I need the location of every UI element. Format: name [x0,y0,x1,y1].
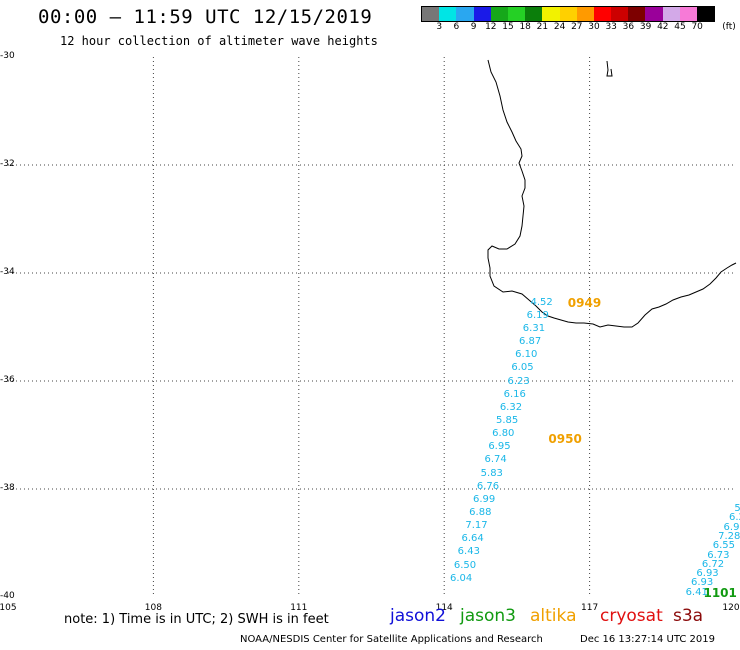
track-b-swh-label: 6.55 [712,540,735,552]
color-swatch-7 [542,7,560,21]
color-swatch-16 [697,7,715,21]
track-a-swh-label: 5.85 [495,415,519,427]
australia-coastline [487,59,737,328]
color-swatch-3 [473,7,491,21]
track-a-swh-label: 6.99 [473,493,496,505]
track-a-swh-label: 4.52 [530,296,553,308]
latitude-label: -38 [0,483,15,493]
legend-cryosat: cryosat [600,606,663,626]
color-tick-label: 33 [605,22,617,32]
color-tick-label: 36 [622,22,635,32]
units-note: note: 1) Time is in UTC; 2) SWH is in fe… [64,612,329,627]
color-swatch-15 [679,7,697,21]
longitude-label: 111 [290,603,308,613]
page-subtitle: 12 hour collection of altimeter wave hei… [60,34,378,48]
track-b-swh-label: 6.29 [728,512,740,524]
longitude-label: 114 [435,603,453,613]
track-a-swh-label: 6.32 [499,401,523,413]
track-a-swh-label: 6.16 [503,388,526,400]
track-a-swh-label: 6.31 [522,323,546,335]
track-a-swh-label: 6.87 [518,336,542,348]
footer-timestamp: Dec 16 13:27:14 UTC 2019 [580,634,715,645]
pass-time-label: 1101 [703,585,737,600]
track-b-swh-label: 6.93 [690,577,714,589]
latitude-label: -36 [0,375,15,385]
track-a-swh-label: 6.05 [511,362,534,374]
legend-jason2: jason2 [390,606,446,626]
pass-time-label: 0949 [567,295,602,310]
color-tick-label: 15 [502,22,514,32]
color-scale-bar [421,6,716,22]
track-a-swh-label: 6.88 [469,507,492,519]
track-b-swh-label: 6.41 [685,586,708,598]
track-b-swh-label: 6.90 [723,521,740,533]
latitude-label: -30 [0,51,15,61]
track-b-swh-label: 5.3 [734,503,740,515]
legend-altika: altika [530,606,577,626]
color-unit-label: (ft) [722,22,736,32]
track-a-swh-label: 6.80 [492,428,515,440]
track-a-swh-label: 6.19 [526,309,549,321]
longitude-label: 105 [0,603,17,613]
color-tick-label: 21 [536,22,549,32]
track-a-swh-label: 6.23 [507,375,530,387]
color-swatch-5 [507,7,526,21]
color-tick-label: 12 [485,22,497,32]
color-scale-ticks: 3 6 9 12 15 18 21 24 27 30 33 36 39 42 45 70 (ft) [421,22,740,34]
color-swatch-4 [490,7,508,21]
track-a-swh-label: 7.17 [465,520,488,532]
color-tick-label: 3 [436,22,443,32]
color-swatch-9 [576,7,594,21]
track-a-swh-label: 6.76 [476,480,500,492]
color-swatch-14 [662,7,680,21]
track-b-swh-label: 6.72 [701,558,725,570]
color-swatch-0 [422,7,440,21]
color-tick-label: 45 [674,22,686,32]
color-tick-label: 39 [639,22,652,32]
track-a-swh-label: 6.95 [488,441,511,453]
color-swatch-12 [628,7,646,21]
track-a-swh-label: 6.43 [457,546,480,558]
color-tick-label: 30 [588,22,600,32]
color-tick-label: 18 [519,22,531,32]
track-b-swh-label: 7.28 [718,531,740,543]
track-a-swh-label: 6.04 [450,572,473,584]
latitude-label: -34 [0,267,15,277]
track-a-swh-label: 5.83 [480,467,503,479]
longitude-label: 120 [722,603,740,613]
longitude-label: 108 [144,603,162,613]
color-swatch-6 [525,7,543,21]
legend-jason3: jason3 [460,606,516,626]
track-a-swh-label: 6.74 [484,454,507,466]
color-swatch-2 [456,7,474,21]
track-a-swh-label: 6.50 [453,559,477,571]
island-outline [606,60,613,77]
color-tick-label: 42 [657,22,669,32]
legend-s3a: s3a [673,606,704,626]
footer-credit: NOAA/NESDIS Center for Satellite Applica… [240,634,543,645]
color-tick-label: 70 [691,22,703,32]
latitude-label: -32 [0,159,15,169]
color-swatch-13 [645,7,663,21]
page-title: 00:00 – 11:59 UTC 12/15/2019 [38,6,373,28]
pass-time-label: 0950 [548,432,582,447]
color-swatch-11 [611,7,629,21]
color-swatch-1 [439,7,457,21]
track-b-swh-label: 6.73 [707,549,730,561]
latitude-label: -40 [0,591,15,601]
color-tick-label: 27 [571,22,583,32]
track-a-swh-label: 6.64 [461,533,484,545]
color-swatch-10 [593,7,612,21]
longitude-label: 117 [581,603,599,613]
color-tick-label: 24 [553,22,566,32]
track-b-swh-label: 6.93 [696,568,719,580]
track-a-swh-label: 6.10 [515,349,538,361]
color-tick-label: 6 [453,22,460,32]
color-swatch-8 [559,7,577,21]
color-tick-label: 9 [470,22,477,32]
